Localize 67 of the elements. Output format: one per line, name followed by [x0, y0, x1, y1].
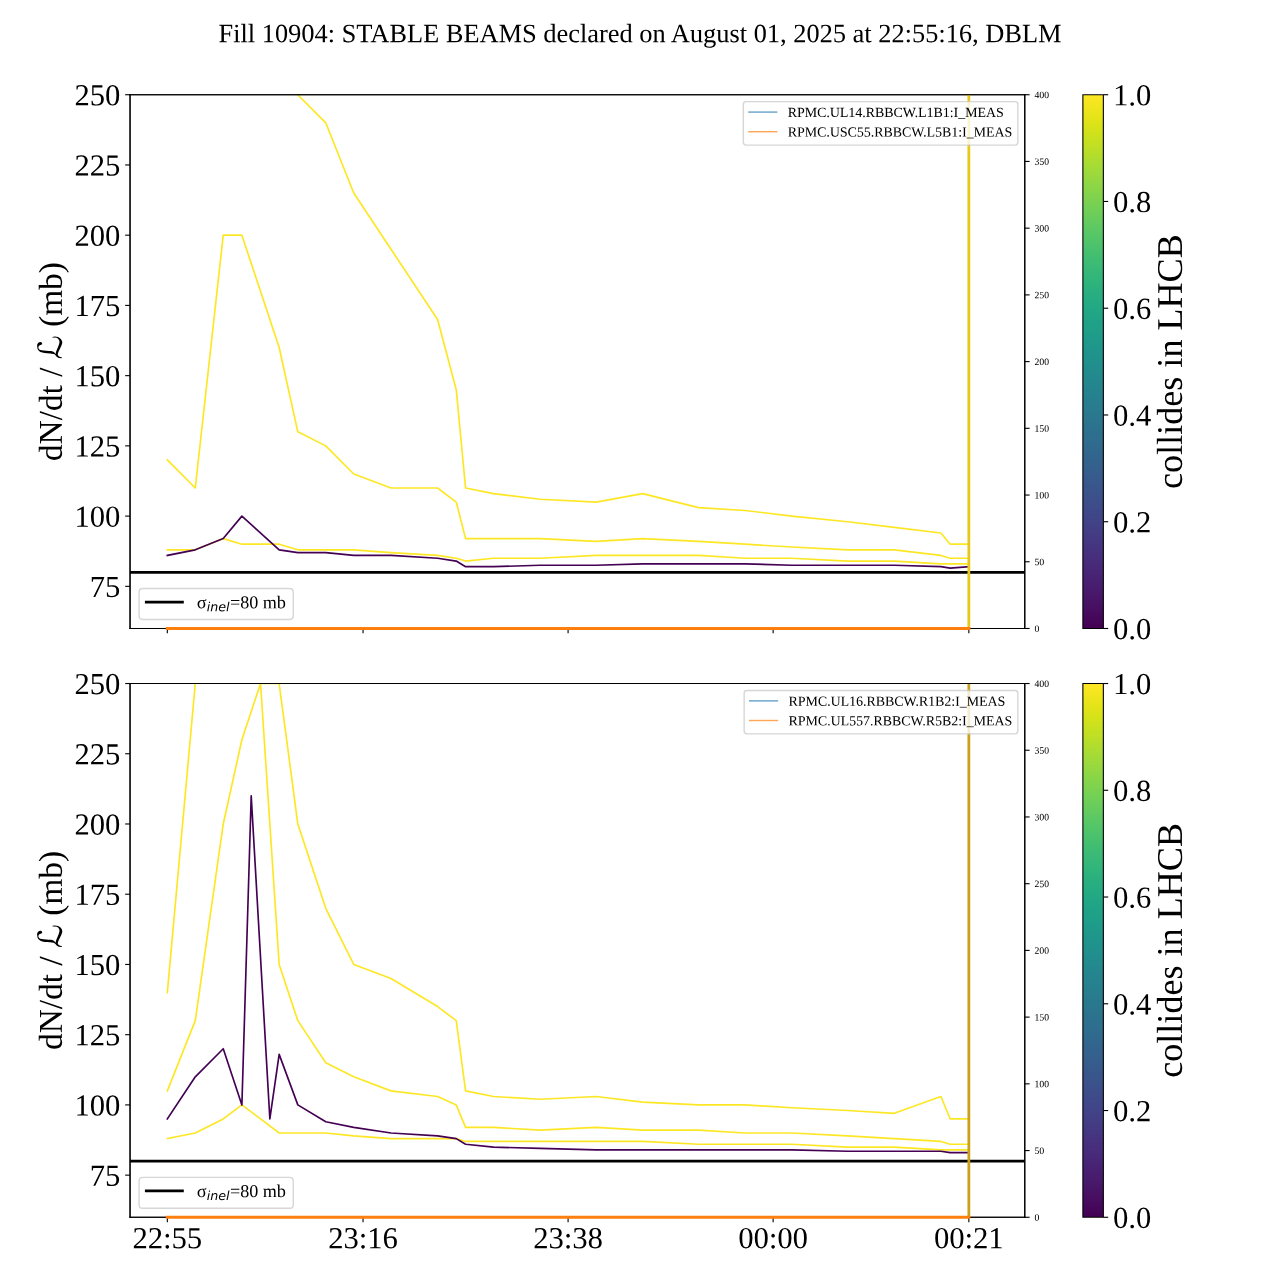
- legend-label: σ$_{inel}$=80 mb: [197, 595, 286, 612]
- y-axis-title: dN/dt / ℒ (mb): [37, 263, 69, 460]
- color-bar-label: 0.2: [1114, 512, 1150, 533]
- line-series: [166, 234, 970, 560]
- color-bar-label: 1.0: [1115, 85, 1151, 106]
- y2-tick-label: 200: [1034, 358, 1049, 366]
- y2-tick-label: 100: [1035, 1080, 1049, 1088]
- y2-tick-label: 300: [1034, 813, 1049, 821]
- y-tick-label: 225: [75, 744, 120, 765]
- color-bar-label: 0.4: [1114, 994, 1151, 1015]
- y-tick-label: 125: [77, 436, 120, 457]
- y-tick-label: 250: [75, 85, 120, 106]
- x-tick-label: 23:38: [534, 1227, 602, 1249]
- y-axis-title: dN/dt / ℒ (mb): [37, 852, 69, 1049]
- y-tick-label: 75: [91, 576, 120, 598]
- y-tick-label: 150: [77, 365, 120, 387]
- line-series: [166, 515, 970, 569]
- y2-tick-label: 350: [1034, 747, 1049, 754]
- line-series: [166, 537, 970, 565]
- y-tick-label: 175: [77, 295, 120, 317]
- y2-tick-label: 150: [1035, 425, 1049, 432]
- y-tick-label: 225: [75, 155, 120, 176]
- color-bar-label: 0.0: [1114, 1207, 1151, 1229]
- color-bar-label: 0.0: [1114, 618, 1151, 640]
- color-bar-label: 0.8: [1114, 780, 1151, 802]
- color-bar-label: 0.6: [1114, 887, 1151, 909]
- legend-label: RPMC.UL557.RBBCW.R5B2:I_MEAS: [788, 716, 1012, 728]
- x-tick-label: 00:21: [935, 1227, 1002, 1249]
- color-bar-title: collides in LHCB: [1156, 824, 1183, 1077]
- y-tick-label: 200: [75, 814, 120, 835]
- y-tick-label: 100: [77, 506, 120, 528]
- y2-tick-label: 250: [1034, 291, 1049, 299]
- y2-tick-label: 300: [1034, 225, 1049, 232]
- x-tick-label: 23:16: [329, 1227, 397, 1249]
- chart-title: Fill 10904: STABLE BEAMS declared on August 01, 2025 at 22:55:16, DBLM: [219, 23, 1061, 48]
- color-bar-label: 1.0: [1115, 673, 1151, 695]
- color-bar-label: 0.8: [1114, 191, 1151, 213]
- y-tick-label: 200: [75, 225, 120, 247]
- legend-label: RPMC.USC55.RBBCW.L5B1:I_MEAS: [788, 127, 1012, 139]
- x-tick-label: 22:55: [133, 1227, 201, 1249]
- line-series: [166, 1104, 970, 1151]
- y2-tick-label: 200: [1034, 947, 1049, 954]
- legend-label: RPMC.UL16.RBBCW.R1B2:I_MEAS: [788, 696, 1005, 708]
- y2-tick-label: 0: [1034, 625, 1039, 632]
- y2-tick-label: 250: [1034, 880, 1049, 888]
- y-tick-label: 175: [77, 884, 120, 906]
- color-bar-label: 0.4: [1114, 405, 1151, 427]
- y2-tick-label: 150: [1035, 1014, 1049, 1021]
- y2-tick-label: 50: [1035, 1147, 1044, 1155]
- y2-tick-label: 50: [1035, 558, 1044, 566]
- legend-label: RPMC.UL14.RBBCW.L1B1:I_MEAS: [788, 107, 1003, 119]
- y2-tick-label: 100: [1035, 491, 1049, 499]
- y2-tick-label: 400: [1034, 680, 1049, 687]
- line-series: [166, 795, 970, 1154]
- y-tick-label: 75: [91, 1165, 120, 1187]
- y-tick-label: 250: [75, 673, 120, 695]
- y-tick-label: 100: [77, 1095, 120, 1116]
- y-tick-label: 150: [77, 954, 120, 976]
- color-bar-title: collides in LHCB: [1156, 235, 1183, 488]
- y2-tick-label: 400: [1034, 91, 1049, 99]
- color-bar-label: 0.6: [1114, 298, 1151, 320]
- legend-label: σ$_{inel}$=80 mb: [197, 1184, 286, 1201]
- x-tick-label: 00:00: [739, 1227, 807, 1249]
- y-tick-label: 125: [77, 1025, 120, 1046]
- color-bar-label: 0.2: [1114, 1100, 1150, 1122]
- y2-tick-label: 0: [1034, 1214, 1039, 1221]
- y2-tick-label: 350: [1034, 158, 1049, 165]
